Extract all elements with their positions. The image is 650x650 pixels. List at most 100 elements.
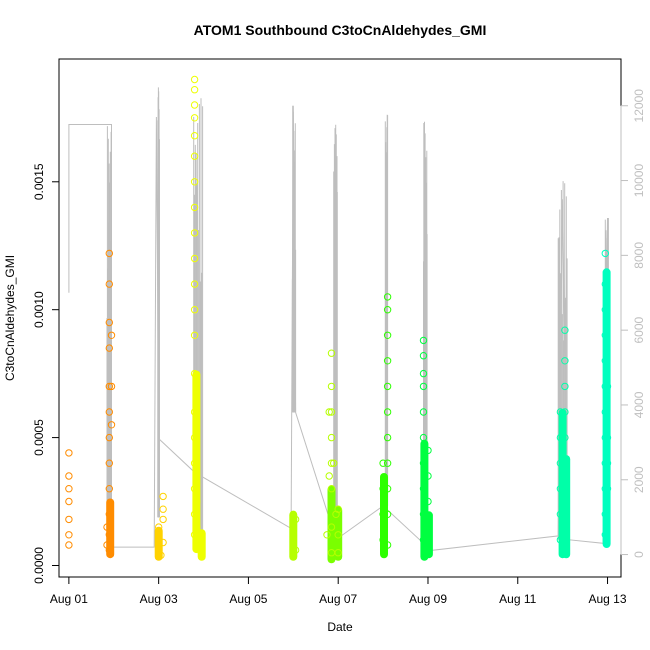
data-point: [601, 485, 609, 493]
data-point: [558, 531, 567, 539]
data-point: [383, 433, 392, 442]
dense-point-band: [197, 529, 206, 561]
y2-tick-label: 2000: [632, 466, 646, 493]
data-point: [190, 203, 199, 212]
x-tick-label: Aug 07: [319, 592, 357, 606]
data-point: [556, 408, 565, 416]
y2-axis: 0 2000 4000 6000 8000 10000 12000: [620, 89, 646, 558]
data-point: [327, 459, 336, 467]
data-point: [561, 433, 569, 442]
data-point: [419, 408, 428, 416]
dense-point-band: [334, 506, 343, 561]
data-point: [325, 408, 333, 416]
data-point: [379, 459, 387, 467]
dense-point-band: [424, 511, 433, 559]
data-point: [424, 446, 432, 455]
y2-tick-label: 0: [632, 551, 646, 558]
data-point: [334, 549, 342, 557]
data-point: [383, 306, 392, 314]
data-point: [159, 492, 167, 501]
data-point: [190, 280, 199, 288]
x-tick-label: Aug 03: [140, 592, 178, 606]
data-point: [190, 101, 199, 109]
data-point: [383, 382, 392, 391]
data-point: [601, 331, 609, 339]
data-point: [327, 408, 336, 416]
data-point: [424, 472, 432, 480]
data-point: [65, 485, 73, 493]
data-point: [105, 510, 114, 518]
data-point: [105, 485, 114, 493]
data-point: [419, 382, 428, 391]
data-point: [419, 369, 428, 378]
data-point: [601, 433, 609, 442]
data-point: [65, 449, 73, 457]
data-point: [190, 75, 199, 84]
y-tick-label: 0.0010: [32, 291, 46, 328]
data-point: [601, 357, 609, 365]
data-point: [601, 306, 609, 314]
data-point: [419, 336, 428, 345]
y2-line: [68, 105, 608, 552]
data-point: [601, 510, 609, 518]
data-point: [195, 531, 203, 539]
data-point: [155, 541, 163, 549]
data-point: [424, 497, 432, 506]
data-point: [601, 531, 609, 539]
data-point: [379, 485, 387, 493]
data-point: [556, 510, 565, 518]
data-point: [105, 344, 114, 352]
data-point: [190, 369, 199, 378]
x-tick-label: Aug 05: [229, 592, 267, 606]
y2-tick-label: 12000: [632, 89, 646, 123]
data-point: [601, 382, 609, 391]
data-point: [105, 433, 114, 442]
data-point: [193, 497, 201, 506]
y-axis-label: C3toCnAldehydes_GMI: [3, 255, 17, 381]
data-point: [159, 505, 167, 513]
data-point: [105, 318, 114, 327]
data-point: [195, 541, 203, 549]
y-tick-label: 0.0005: [32, 419, 46, 456]
data-point: [190, 132, 199, 140]
x-tick-label: Aug 13: [589, 592, 627, 606]
plot-frame: [58, 58, 622, 578]
data-point: [291, 546, 300, 554]
data-point: [289, 531, 297, 539]
data-point: [65, 541, 73, 549]
data-point: [601, 249, 609, 258]
x-tick-label: Aug 09: [409, 592, 447, 606]
data-point: [603, 382, 612, 391]
data-point: [155, 531, 163, 539]
data-point: [105, 459, 114, 467]
data-point: [379, 510, 387, 518]
data-point: [65, 531, 73, 539]
data-point: [603, 433, 612, 442]
data-point: [323, 531, 331, 539]
data-point: [159, 515, 167, 524]
data-point: [383, 459, 392, 467]
data-point: [190, 254, 199, 263]
y2-tick-label: 4000: [632, 391, 646, 418]
data-point: [327, 485, 336, 493]
data-point: [65, 472, 73, 480]
data-point: [197, 549, 206, 557]
data-point: [190, 152, 199, 160]
data-point: [190, 229, 199, 237]
data-point: [556, 459, 565, 467]
data-point: [561, 326, 569, 334]
data-point: [561, 510, 569, 518]
data-point: [105, 280, 114, 288]
data-point: [190, 114, 199, 122]
data-point: [155, 523, 163, 531]
data-point: [561, 382, 569, 391]
data-point: [558, 485, 567, 493]
data-point: [107, 331, 116, 339]
data-point: [424, 546, 432, 554]
data-point: [190, 485, 199, 493]
data-point: [157, 551, 165, 559]
data-point: [419, 510, 428, 518]
data-point: [190, 306, 199, 314]
y-tick-label: 0.0000: [32, 547, 46, 584]
